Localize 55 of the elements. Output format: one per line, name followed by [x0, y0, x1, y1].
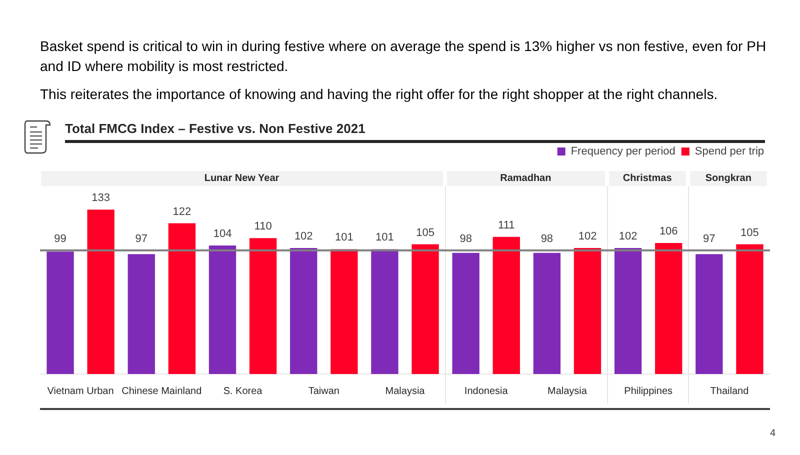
bar [533, 252, 561, 374]
x-tick-label: Philippines [624, 386, 673, 397]
bar [736, 244, 764, 374]
data-label: 98 [460, 232, 472, 245]
bar [330, 249, 358, 374]
data-label: 97 [135, 232, 148, 245]
bar [371, 249, 398, 374]
data-label: 99 [54, 232, 66, 245]
x-tick-label: Malaysia [547, 386, 588, 397]
header-box: Ramadhan [446, 171, 605, 186]
header-box: Lunar New Year [41, 171, 443, 186]
data-label: 105 [416, 226, 434, 239]
data-label: 101 [334, 232, 354, 244]
bar [492, 236, 520, 374]
bar [249, 238, 277, 374]
data-label: 105 [740, 226, 759, 239]
data-label: 102 [578, 230, 597, 242]
bar [168, 223, 196, 374]
bar [46, 252, 74, 374]
legend-label: Spend per trip [694, 146, 764, 158]
x-tick-label: Thailand [710, 386, 749, 397]
bar [412, 244, 439, 374]
header-box: Songkran [690, 171, 767, 186]
bar [452, 252, 480, 374]
data-label: 102 [294, 230, 313, 242]
legend-label: Frequency per period [570, 146, 676, 158]
header-box: Christmas [608, 171, 686, 186]
x-tick-label: S. Korea [223, 386, 263, 397]
bar [128, 254, 155, 374]
chart-title: Total FMCG Index – Festive vs. Non Festive 2021 [65, 121, 366, 136]
text: 4 [770, 428, 776, 439]
data-label: 122 [172, 206, 192, 218]
x-tick-label: Indonesia [464, 386, 508, 397]
data-label: 97 [703, 232, 716, 245]
data-label: 104 [213, 228, 232, 240]
text: This reiterates the importance of knowing and having the right offer for the right shopper at the right channels. [40, 86, 719, 102]
x-tick-label: Vietnam Urban [47, 386, 114, 397]
data-label: 111 [498, 219, 515, 232]
x-tick-label: Malaysia [385, 386, 426, 397]
x-tick-label: Chinese Mainland [122, 386, 202, 397]
data-label: 101 [376, 232, 394, 244]
data-label: 106 [659, 226, 678, 238]
bar [290, 248, 318, 374]
data-label: 98 [540, 232, 554, 245]
text: Basket spend is critical to win in during festive where on average the spend is 13% higher vs non festive, even for PH and ID where mobility is most restricted. [40, 37, 768, 76]
bar [655, 243, 682, 374]
bar [87, 210, 114, 374]
data-label: 133 [92, 192, 110, 204]
data-label: 110 [254, 220, 272, 233]
bar [696, 254, 723, 374]
x-tick-label: Taiwan [308, 386, 340, 397]
bar [614, 248, 642, 374]
bar [574, 248, 602, 374]
data-label: 102 [618, 230, 638, 242]
bar [208, 245, 236, 374]
